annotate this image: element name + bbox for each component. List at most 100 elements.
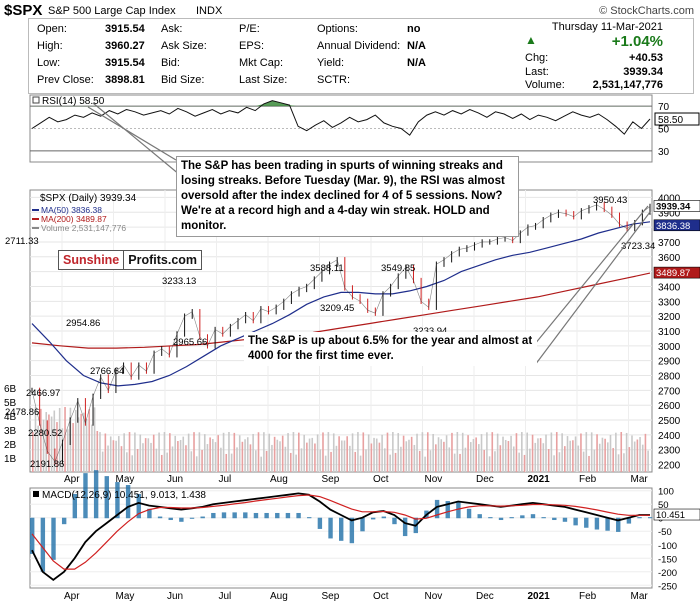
- rsi-current-label: 58.50: [658, 115, 683, 126]
- macd-tick-label: -250: [658, 581, 677, 592]
- macd-histogram-bar: [381, 516, 387, 519]
- price-value-label: 2965.66: [173, 337, 207, 348]
- volume-bar: [480, 434, 483, 472]
- volume-bar: [631, 435, 633, 472]
- logo-part1: Sunshine: [59, 251, 125, 269]
- price-x-label: Sep: [322, 474, 340, 485]
- last-size-label: Last Size:: [239, 74, 288, 86]
- volume-tick-label: 6B: [4, 384, 17, 395]
- macd-histogram-bar: [61, 517, 67, 525]
- volume-bar: [555, 432, 558, 472]
- volume-bar: [443, 441, 445, 472]
- volume-bar: [109, 436, 112, 472]
- volume-bar: [314, 443, 316, 472]
- volume-bar: [209, 437, 211, 472]
- volume-bar: [383, 448, 386, 472]
- source-credit[interactable]: © StockCharts.com: [599, 5, 694, 17]
- volume-bar: [604, 438, 606, 472]
- legend-entry: MA(200) 3489.87: [41, 214, 107, 224]
- volume-bar: [198, 432, 201, 472]
- volume-bar: [144, 438, 147, 472]
- volume-bar: [187, 433, 190, 472]
- macd-histogram-bar: [93, 470, 99, 519]
- volume-bar: [77, 417, 80, 472]
- volume-bar: [104, 433, 107, 472]
- macd-histogram-bar: [445, 501, 450, 519]
- volume-bar: [478, 444, 480, 472]
- volume-bar: [518, 452, 520, 472]
- macd-histogram-bar: [530, 514, 536, 519]
- volume-bar: [392, 432, 394, 472]
- macd-histogram-bar: [136, 493, 141, 519]
- volume-bar: [432, 433, 434, 472]
- legend-entry: MA(50) 3836.38: [41, 205, 102, 215]
- volume-bar: [585, 432, 588, 472]
- volume-bar: [190, 451, 193, 472]
- volume-bar: [212, 439, 214, 472]
- volume-bar: [220, 447, 222, 472]
- macd-title: MACD(12,26,9) 10.451, 9.013, 1.438: [42, 490, 206, 501]
- logo-part2: Profits.com: [128, 253, 198, 267]
- macd-current-label: 10.451: [656, 510, 685, 521]
- price-tick-label: 3200: [658, 312, 681, 323]
- volume-bar: [228, 432, 230, 472]
- volume-bar: [547, 449, 550, 472]
- macd-histogram-bar: [520, 515, 525, 519]
- volume-bar: [502, 436, 504, 472]
- volume-bar: [34, 407, 37, 472]
- volume-bar: [169, 433, 171, 472]
- macd-histogram-bar: [562, 517, 568, 522]
- volume-bar: [354, 451, 357, 472]
- volume-bar: [359, 455, 362, 472]
- volume-bar: [327, 432, 330, 472]
- yield-label: Yield:: [317, 57, 345, 69]
- macd-histogram-bar: [200, 516, 205, 519]
- volume-bar: [332, 433, 335, 472]
- macd-histogram-bar: [466, 508, 472, 519]
- volume-bar: [426, 432, 429, 472]
- open-value: 3915.54: [105, 23, 145, 35]
- volume-bar: [107, 445, 109, 472]
- macd-histogram-bar: [392, 517, 397, 525]
- macd-histogram-bar: [360, 517, 365, 532]
- price-x-label: Dec: [476, 474, 494, 485]
- macd-histogram-bar: [285, 512, 291, 519]
- volume-bar: [373, 437, 375, 472]
- macd-histogram-bar: [168, 517, 173, 521]
- volume-bar: [330, 451, 332, 472]
- volume-bar: [644, 433, 647, 472]
- volume-bar: [56, 422, 58, 472]
- volume-bar: [48, 414, 50, 472]
- volume-bar: [236, 447, 238, 472]
- dividend-value: N/A: [407, 40, 426, 52]
- macd-histogram-bar: [317, 517, 323, 529]
- last-label: Last:: [525, 66, 549, 78]
- macd-histogram-bar: [498, 517, 504, 521]
- macd-histogram-bar: [243, 512, 248, 519]
- volume-bar: [246, 437, 249, 472]
- volume-bar: [410, 436, 413, 472]
- volume-bar: [491, 432, 494, 472]
- options-value: no: [407, 23, 421, 35]
- macd-histogram-bar: [189, 517, 195, 519]
- price-tick-label: 2200: [658, 461, 681, 472]
- volume-tick-label: 1B: [4, 454, 17, 465]
- chg-value: +40.53: [629, 52, 663, 64]
- volume-bar: [341, 440, 343, 472]
- bid-size-label: Bid Size:: [161, 74, 205, 86]
- volume-bar: [152, 434, 155, 472]
- macd-histogram-bar: [573, 517, 578, 526]
- legend-entry: Volume 2,531,147,776: [41, 223, 126, 233]
- volume-bar: [346, 436, 348, 472]
- macd-histogram-bar: [541, 517, 546, 519]
- price-x-label: Apr: [64, 474, 80, 485]
- volume-bar: [378, 442, 381, 472]
- volume-bar: [96, 430, 99, 472]
- volume-bar: [263, 432, 265, 472]
- right-value-label: 3836.38: [656, 221, 690, 232]
- volume-bar: [289, 452, 292, 472]
- volume-bar: [120, 446, 123, 472]
- volume-bar: [249, 444, 252, 472]
- macd-histogram-bar: [616, 517, 621, 532]
- prev-close-value: 3898.81: [105, 74, 145, 86]
